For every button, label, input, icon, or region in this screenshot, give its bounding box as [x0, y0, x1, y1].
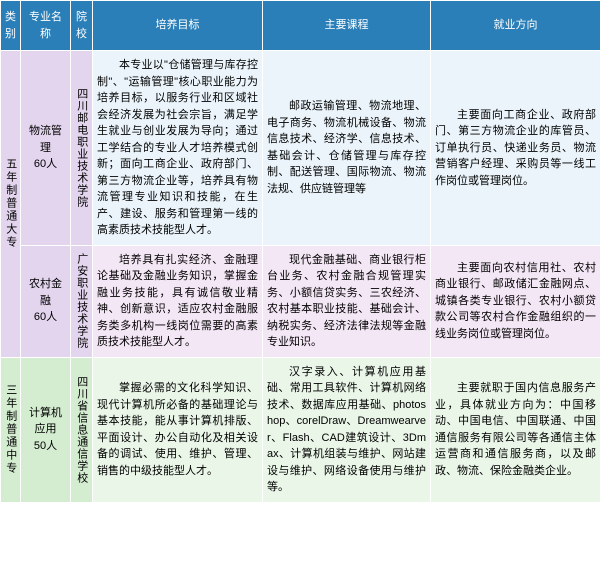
table-body: 五年制普通大专 物流管理 60人 四川邮电职业技术学院 本专业以"仓储管理与库存…	[1, 51, 600, 503]
major-count: 60人	[34, 311, 57, 323]
school-cell: 广安职业技术学院	[71, 245, 93, 357]
courses-cell: 汉字录入、计算机应用基础、常用工具软件、计算机网络技术、数据库应用基础、phot…	[263, 357, 431, 502]
goal-cell: 培养具有扎实经济、金融理论基础及金融业务知识，掌握金融业务技能，具有诚信敬业精神…	[93, 245, 263, 357]
category-cell: 三年制普通中专	[1, 357, 21, 502]
col-major: 专业名称	[21, 1, 71, 51]
table-row: 农村金融 60人 广安职业技术学院 培养具有扎实经济、金融理论基础及金融业务知识…	[1, 245, 600, 357]
category-cell: 五年制普通大专	[1, 51, 21, 358]
major-name: 物流管理	[29, 125, 62, 154]
major-name: 农村金融	[29, 278, 62, 307]
program-table: 类别 专业名称 院校 培养目标 主要课程 就业方向 五年制普通大专 物流管理 6…	[0, 0, 600, 503]
courses-cell: 邮政运输管理、物流地理、电子商务、物流机械设备、物流信息技术、经济学、信息技术、…	[263, 51, 431, 246]
major-cell: 物流管理 60人	[21, 51, 71, 246]
career-cell: 主要面向工商企业、政府部门、第三方物流企业的库管员、订单执行员、快递业务员、物流…	[431, 51, 600, 246]
courses-cell: 现代金融基础、商业银行柜台业务、农村金融合规管理实务、小额信贷实务、三农经济、农…	[263, 245, 431, 357]
career-cell: 主要就职于国内信息服务产业，具体就业方向为：中国移动、中国电信、中国联通、中国通…	[431, 357, 600, 502]
school-cell: 四川省信息通信学校	[71, 357, 93, 502]
table-row: 五年制普通大专 物流管理 60人 四川邮电职业技术学院 本专业以"仓储管理与库存…	[1, 51, 600, 246]
col-goal: 培养目标	[93, 1, 263, 51]
col-career: 就业方向	[431, 1, 600, 51]
school-cell: 四川邮电职业技术学院	[71, 51, 93, 246]
goal-cell: 本专业以"仓储管理与库存控制"、"运输管理"核心职业能力为培养目标，以服务行业和…	[93, 51, 263, 246]
major-cell: 计算机应用 50人	[21, 357, 71, 502]
major-count: 50人	[34, 440, 57, 452]
col-category: 类别	[1, 1, 21, 51]
header-row: 类别 专业名称 院校 培养目标 主要课程 就业方向	[1, 1, 600, 51]
major-cell: 农村金融 60人	[21, 245, 71, 357]
major-name: 计算机应用	[29, 407, 62, 436]
table-row: 三年制普通中专 计算机应用 50人 四川省信息通信学校 掌握必需的文化科学知识、…	[1, 357, 600, 502]
career-cell: 主要面向农村信用社、农村商业银行、邮政储汇金融网点、城镇各类专业银行、农村小额贷…	[431, 245, 600, 357]
col-courses: 主要课程	[263, 1, 431, 51]
goal-cell: 掌握必需的文化科学知识、现代计算机所必备的基础理论与基本技能，能从事计算机排版、…	[93, 357, 263, 502]
major-count: 60人	[34, 158, 57, 170]
col-school: 院校	[71, 1, 93, 51]
